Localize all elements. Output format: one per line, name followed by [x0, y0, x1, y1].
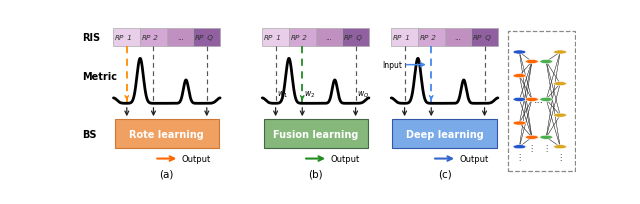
Text: ⋮: ⋮ [556, 153, 564, 161]
Text: ⋮: ⋮ [527, 143, 536, 152]
Bar [289, 29, 316, 47]
Text: 2: 2 [429, 35, 436, 41]
Text: RIS: RIS [83, 33, 100, 43]
Text: Output: Output [330, 154, 360, 163]
Text: (a): (a) [159, 169, 174, 178]
Text: 1: 1 [274, 35, 280, 41]
Bar [418, 29, 445, 47]
Bar [342, 29, 369, 47]
Text: $w_2$: $w_2$ [304, 89, 315, 100]
Text: RP: RP [393, 35, 402, 41]
Text: Input: Input [383, 61, 403, 70]
Text: BS: BS [83, 129, 97, 139]
Text: RP: RP [195, 35, 204, 41]
Circle shape [540, 135, 553, 140]
Text: $w_1$: $w_1$ [277, 89, 288, 100]
Bar [391, 29, 418, 47]
Text: $w_Q$: $w_Q$ [357, 89, 369, 100]
Text: ⋮: ⋮ [515, 153, 524, 161]
Circle shape [525, 60, 538, 64]
Text: ...: ... [326, 35, 332, 41]
Text: ...: ... [534, 95, 544, 105]
Text: RP: RP [419, 35, 429, 41]
FancyBboxPatch shape [392, 120, 497, 149]
Circle shape [513, 74, 526, 78]
Text: RP: RP [141, 35, 151, 41]
Bar [113, 29, 140, 47]
Bar [167, 29, 193, 47]
Text: 1: 1 [403, 35, 410, 41]
Circle shape [525, 98, 538, 102]
Text: RP: RP [115, 35, 124, 41]
Text: 1: 1 [125, 35, 132, 41]
Text: (c): (c) [438, 169, 451, 178]
Bar [445, 29, 471, 47]
Text: (b): (b) [308, 169, 323, 178]
Bar [193, 29, 220, 47]
Circle shape [513, 121, 526, 125]
Text: Rote learning: Rote learning [129, 129, 204, 139]
Text: Deep learning: Deep learning [406, 129, 483, 139]
Bar [262, 29, 289, 47]
Text: Q: Q [354, 35, 362, 41]
Text: Output: Output [182, 154, 211, 163]
Circle shape [513, 51, 526, 55]
Text: Output: Output [460, 154, 489, 163]
Text: RP: RP [264, 35, 273, 41]
Text: Fusion learning: Fusion learning [273, 129, 358, 139]
Circle shape [554, 145, 566, 149]
Circle shape [554, 51, 566, 55]
Text: ...: ... [177, 35, 184, 41]
FancyBboxPatch shape [264, 120, 368, 149]
Text: RP: RP [473, 35, 482, 41]
Text: Q: Q [483, 35, 491, 41]
Circle shape [554, 82, 566, 86]
Circle shape [554, 114, 566, 118]
Circle shape [540, 60, 553, 64]
Bar [316, 29, 342, 47]
Text: ⋮: ⋮ [542, 143, 550, 152]
Text: RP: RP [291, 35, 300, 41]
Text: RP: RP [344, 35, 353, 41]
Text: 2: 2 [152, 35, 158, 41]
Bar [471, 29, 498, 47]
Circle shape [525, 135, 538, 140]
Circle shape [540, 98, 553, 102]
Circle shape [513, 98, 526, 102]
Text: ...: ... [454, 35, 461, 41]
FancyBboxPatch shape [115, 120, 219, 149]
Text: Q: Q [205, 35, 213, 41]
Text: Metric: Metric [83, 72, 118, 82]
Bar [140, 29, 167, 47]
Circle shape [513, 145, 526, 149]
Text: 2: 2 [300, 35, 307, 41]
